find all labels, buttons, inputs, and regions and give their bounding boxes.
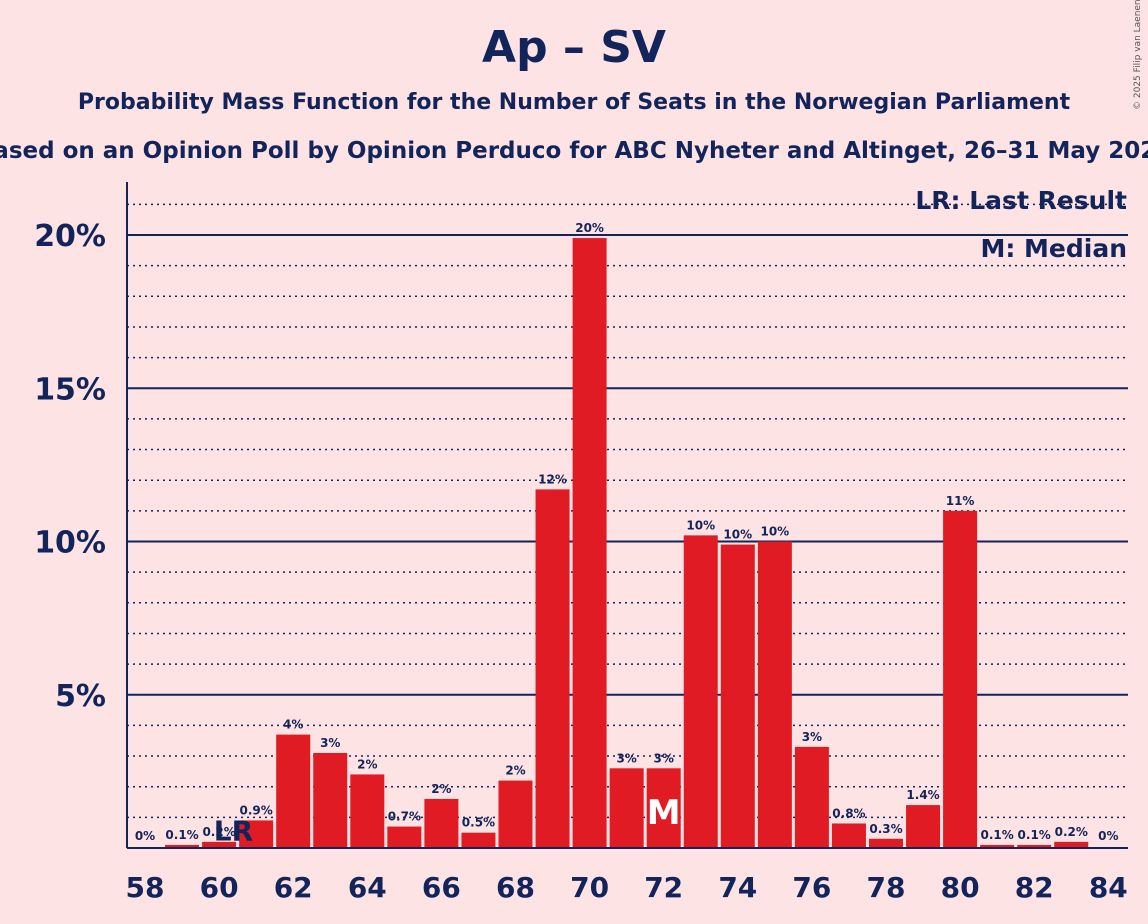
value-label: 0.1% xyxy=(1018,828,1051,842)
x-tick-label: 60 xyxy=(200,871,239,904)
value-label: 2% xyxy=(357,757,377,771)
legend-last-result: LR: Last Result xyxy=(915,186,1127,215)
bar xyxy=(313,752,348,848)
value-label: 0.5% xyxy=(462,816,495,830)
x-tick-label: 64 xyxy=(348,871,387,904)
bar xyxy=(906,805,941,848)
value-label: 0.7% xyxy=(388,810,421,824)
bar xyxy=(794,746,829,848)
bar xyxy=(646,768,681,848)
value-label: 4% xyxy=(283,718,303,732)
bar xyxy=(831,823,866,848)
x-tick-label: 74 xyxy=(718,871,757,904)
x-tick-label: 68 xyxy=(496,871,535,904)
x-tick-label: 84 xyxy=(1089,871,1128,904)
value-label: 2% xyxy=(431,782,451,796)
value-label: 0.3% xyxy=(869,822,902,836)
bar xyxy=(683,535,718,848)
bar xyxy=(276,734,311,848)
bar xyxy=(943,510,978,848)
value-label: 0% xyxy=(135,829,155,843)
bar xyxy=(980,844,1015,848)
value-label: 3% xyxy=(802,730,822,744)
y-tick-label: 20% xyxy=(34,219,106,254)
value-label: 3% xyxy=(654,751,674,765)
value-label: 11% xyxy=(946,494,975,508)
x-tick-label: 66 xyxy=(422,871,461,904)
chart-title: Ap – SV xyxy=(482,22,666,73)
last-result-marker: LR xyxy=(214,814,253,847)
bar xyxy=(572,238,607,848)
bar xyxy=(424,798,459,848)
value-label: 10% xyxy=(723,528,752,542)
bar xyxy=(757,541,792,848)
y-tick-label: 15% xyxy=(34,372,106,407)
bar xyxy=(1054,841,1089,848)
y-tick-label: 5% xyxy=(55,679,106,714)
bar xyxy=(869,838,903,848)
value-label: 0.1% xyxy=(981,828,1014,842)
median-marker: M xyxy=(647,793,681,833)
bars: 0% 0.1% 0.2% 0.9% 4% 3% 2% 0.7% 2% 0.5% 2% 12% 20% 3%… xyxy=(135,221,1118,848)
bar xyxy=(535,489,570,848)
x-tick-label: 82 xyxy=(1015,871,1054,904)
value-label: 10% xyxy=(686,518,715,532)
x-tick-label: 70 xyxy=(570,871,609,904)
value-label: 0.2% xyxy=(202,825,235,839)
bar xyxy=(239,820,274,848)
value-label: 0.8% xyxy=(832,806,865,820)
chart-source-line: Based on an Opinion Poll by Opinion Perd… xyxy=(0,138,1148,164)
value-label: 2% xyxy=(505,764,525,778)
x-tick-label: 76 xyxy=(792,871,831,904)
value-label: 0.9% xyxy=(240,803,273,817)
bar xyxy=(1017,844,1052,848)
y-tick-label: 10% xyxy=(34,526,106,561)
bar xyxy=(720,544,755,848)
x-tick-label: 58 xyxy=(126,871,165,904)
value-label: 12% xyxy=(538,472,567,486)
value-label: 0.1% xyxy=(165,828,198,842)
bar xyxy=(461,832,496,848)
bar xyxy=(609,768,644,848)
x-tick-label: 62 xyxy=(274,871,313,904)
bar xyxy=(202,841,237,848)
value-label: 1.4% xyxy=(906,788,939,802)
value-label: 3% xyxy=(616,751,636,765)
value-label: 0% xyxy=(1098,829,1118,843)
chart-subtitle: Probability Mass Function for the Number… xyxy=(77,90,1071,115)
value-label: 10% xyxy=(760,525,789,539)
value-label: 0.2% xyxy=(1055,825,1088,839)
x-tick-label: 72 xyxy=(644,871,683,904)
x-tick-label: 80 xyxy=(941,871,980,904)
x-tick-label: 78 xyxy=(867,871,906,904)
grid-lines xyxy=(127,203,1128,819)
value-label: 3% xyxy=(320,736,340,750)
axes: 5% 10% 15% 20% 58 60 62 64 66 68 70 72 74 76 78 80 82 84 xyxy=(34,182,1128,904)
bar xyxy=(350,774,385,848)
bar xyxy=(498,780,533,848)
legend-median: M: Median xyxy=(980,234,1127,263)
bar xyxy=(165,844,200,848)
bar xyxy=(387,826,422,848)
value-label: 20% xyxy=(575,221,604,235)
